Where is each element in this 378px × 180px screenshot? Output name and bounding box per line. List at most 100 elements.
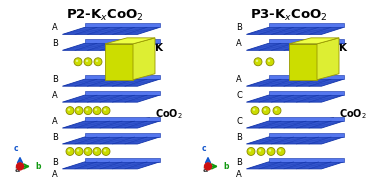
Polygon shape xyxy=(62,27,160,34)
Text: C: C xyxy=(236,91,242,100)
Circle shape xyxy=(96,60,98,62)
Circle shape xyxy=(268,60,270,62)
Polygon shape xyxy=(85,39,160,43)
Text: A: A xyxy=(236,75,242,84)
Circle shape xyxy=(102,107,110,115)
Polygon shape xyxy=(62,121,160,128)
Text: A: A xyxy=(52,170,58,179)
Circle shape xyxy=(104,108,106,111)
Circle shape xyxy=(84,58,92,66)
Polygon shape xyxy=(105,38,155,44)
Polygon shape xyxy=(85,23,160,27)
Polygon shape xyxy=(85,75,160,79)
Polygon shape xyxy=(268,91,344,95)
Circle shape xyxy=(251,107,259,115)
Text: B: B xyxy=(52,39,58,48)
Text: c: c xyxy=(202,145,206,154)
Circle shape xyxy=(93,107,101,115)
Circle shape xyxy=(66,147,74,156)
Polygon shape xyxy=(62,95,160,102)
Polygon shape xyxy=(268,117,344,121)
Circle shape xyxy=(254,58,262,66)
Polygon shape xyxy=(246,162,344,169)
Text: A: A xyxy=(52,117,58,126)
Circle shape xyxy=(86,149,88,152)
Text: CoO$_2$: CoO$_2$ xyxy=(315,108,367,122)
Circle shape xyxy=(95,108,97,111)
Polygon shape xyxy=(268,23,344,27)
Text: A: A xyxy=(52,23,58,32)
Circle shape xyxy=(257,147,265,156)
Text: K: K xyxy=(320,43,347,54)
Circle shape xyxy=(74,58,82,66)
Circle shape xyxy=(77,108,79,111)
Circle shape xyxy=(267,147,275,156)
Circle shape xyxy=(76,60,78,62)
Text: b: b xyxy=(35,162,40,171)
Circle shape xyxy=(104,149,106,152)
Polygon shape xyxy=(85,133,160,137)
Polygon shape xyxy=(246,79,344,86)
Circle shape xyxy=(94,58,102,66)
Circle shape xyxy=(256,60,258,62)
Circle shape xyxy=(93,147,101,156)
Circle shape xyxy=(279,149,281,152)
Polygon shape xyxy=(133,38,155,80)
Polygon shape xyxy=(268,158,344,162)
Text: b: b xyxy=(223,162,228,171)
Circle shape xyxy=(95,149,97,152)
Text: A: A xyxy=(236,170,242,179)
Polygon shape xyxy=(85,91,160,95)
Polygon shape xyxy=(246,43,344,50)
Polygon shape xyxy=(62,43,160,50)
Polygon shape xyxy=(289,44,317,80)
Polygon shape xyxy=(62,137,160,144)
Circle shape xyxy=(68,108,70,111)
Text: c: c xyxy=(14,145,18,154)
Polygon shape xyxy=(85,117,160,121)
Polygon shape xyxy=(268,39,344,43)
Circle shape xyxy=(269,149,271,152)
Polygon shape xyxy=(246,137,344,144)
Circle shape xyxy=(275,108,277,111)
Circle shape xyxy=(84,147,92,156)
Polygon shape xyxy=(246,121,344,128)
Circle shape xyxy=(102,147,110,156)
Text: B: B xyxy=(52,133,58,142)
Circle shape xyxy=(273,107,281,115)
Circle shape xyxy=(86,60,88,62)
Polygon shape xyxy=(289,38,339,44)
Circle shape xyxy=(84,107,92,115)
Text: B: B xyxy=(236,23,242,32)
Text: B: B xyxy=(52,158,58,167)
Text: a: a xyxy=(203,165,208,174)
Polygon shape xyxy=(85,158,160,162)
Circle shape xyxy=(259,149,261,152)
Text: K: K xyxy=(136,43,163,54)
Polygon shape xyxy=(246,95,344,102)
Circle shape xyxy=(247,147,255,156)
Polygon shape xyxy=(62,162,160,169)
Circle shape xyxy=(68,149,70,152)
Polygon shape xyxy=(105,44,133,80)
Circle shape xyxy=(75,107,83,115)
Circle shape xyxy=(253,108,255,111)
Circle shape xyxy=(264,108,266,111)
Text: B: B xyxy=(52,75,58,84)
Text: P3-K$_x$CoO$_2$: P3-K$_x$CoO$_2$ xyxy=(250,8,328,23)
Circle shape xyxy=(277,147,285,156)
Circle shape xyxy=(249,149,251,152)
Text: A: A xyxy=(52,91,58,100)
Circle shape xyxy=(77,149,79,152)
Text: P2-K$_x$CoO$_2$: P2-K$_x$CoO$_2$ xyxy=(66,8,144,23)
Circle shape xyxy=(66,107,74,115)
Circle shape xyxy=(262,107,270,115)
Polygon shape xyxy=(246,27,344,34)
Polygon shape xyxy=(268,75,344,79)
Circle shape xyxy=(204,163,212,170)
Polygon shape xyxy=(317,38,339,80)
Text: C: C xyxy=(236,117,242,126)
Polygon shape xyxy=(268,133,344,137)
Circle shape xyxy=(17,163,23,170)
Text: B: B xyxy=(236,133,242,142)
